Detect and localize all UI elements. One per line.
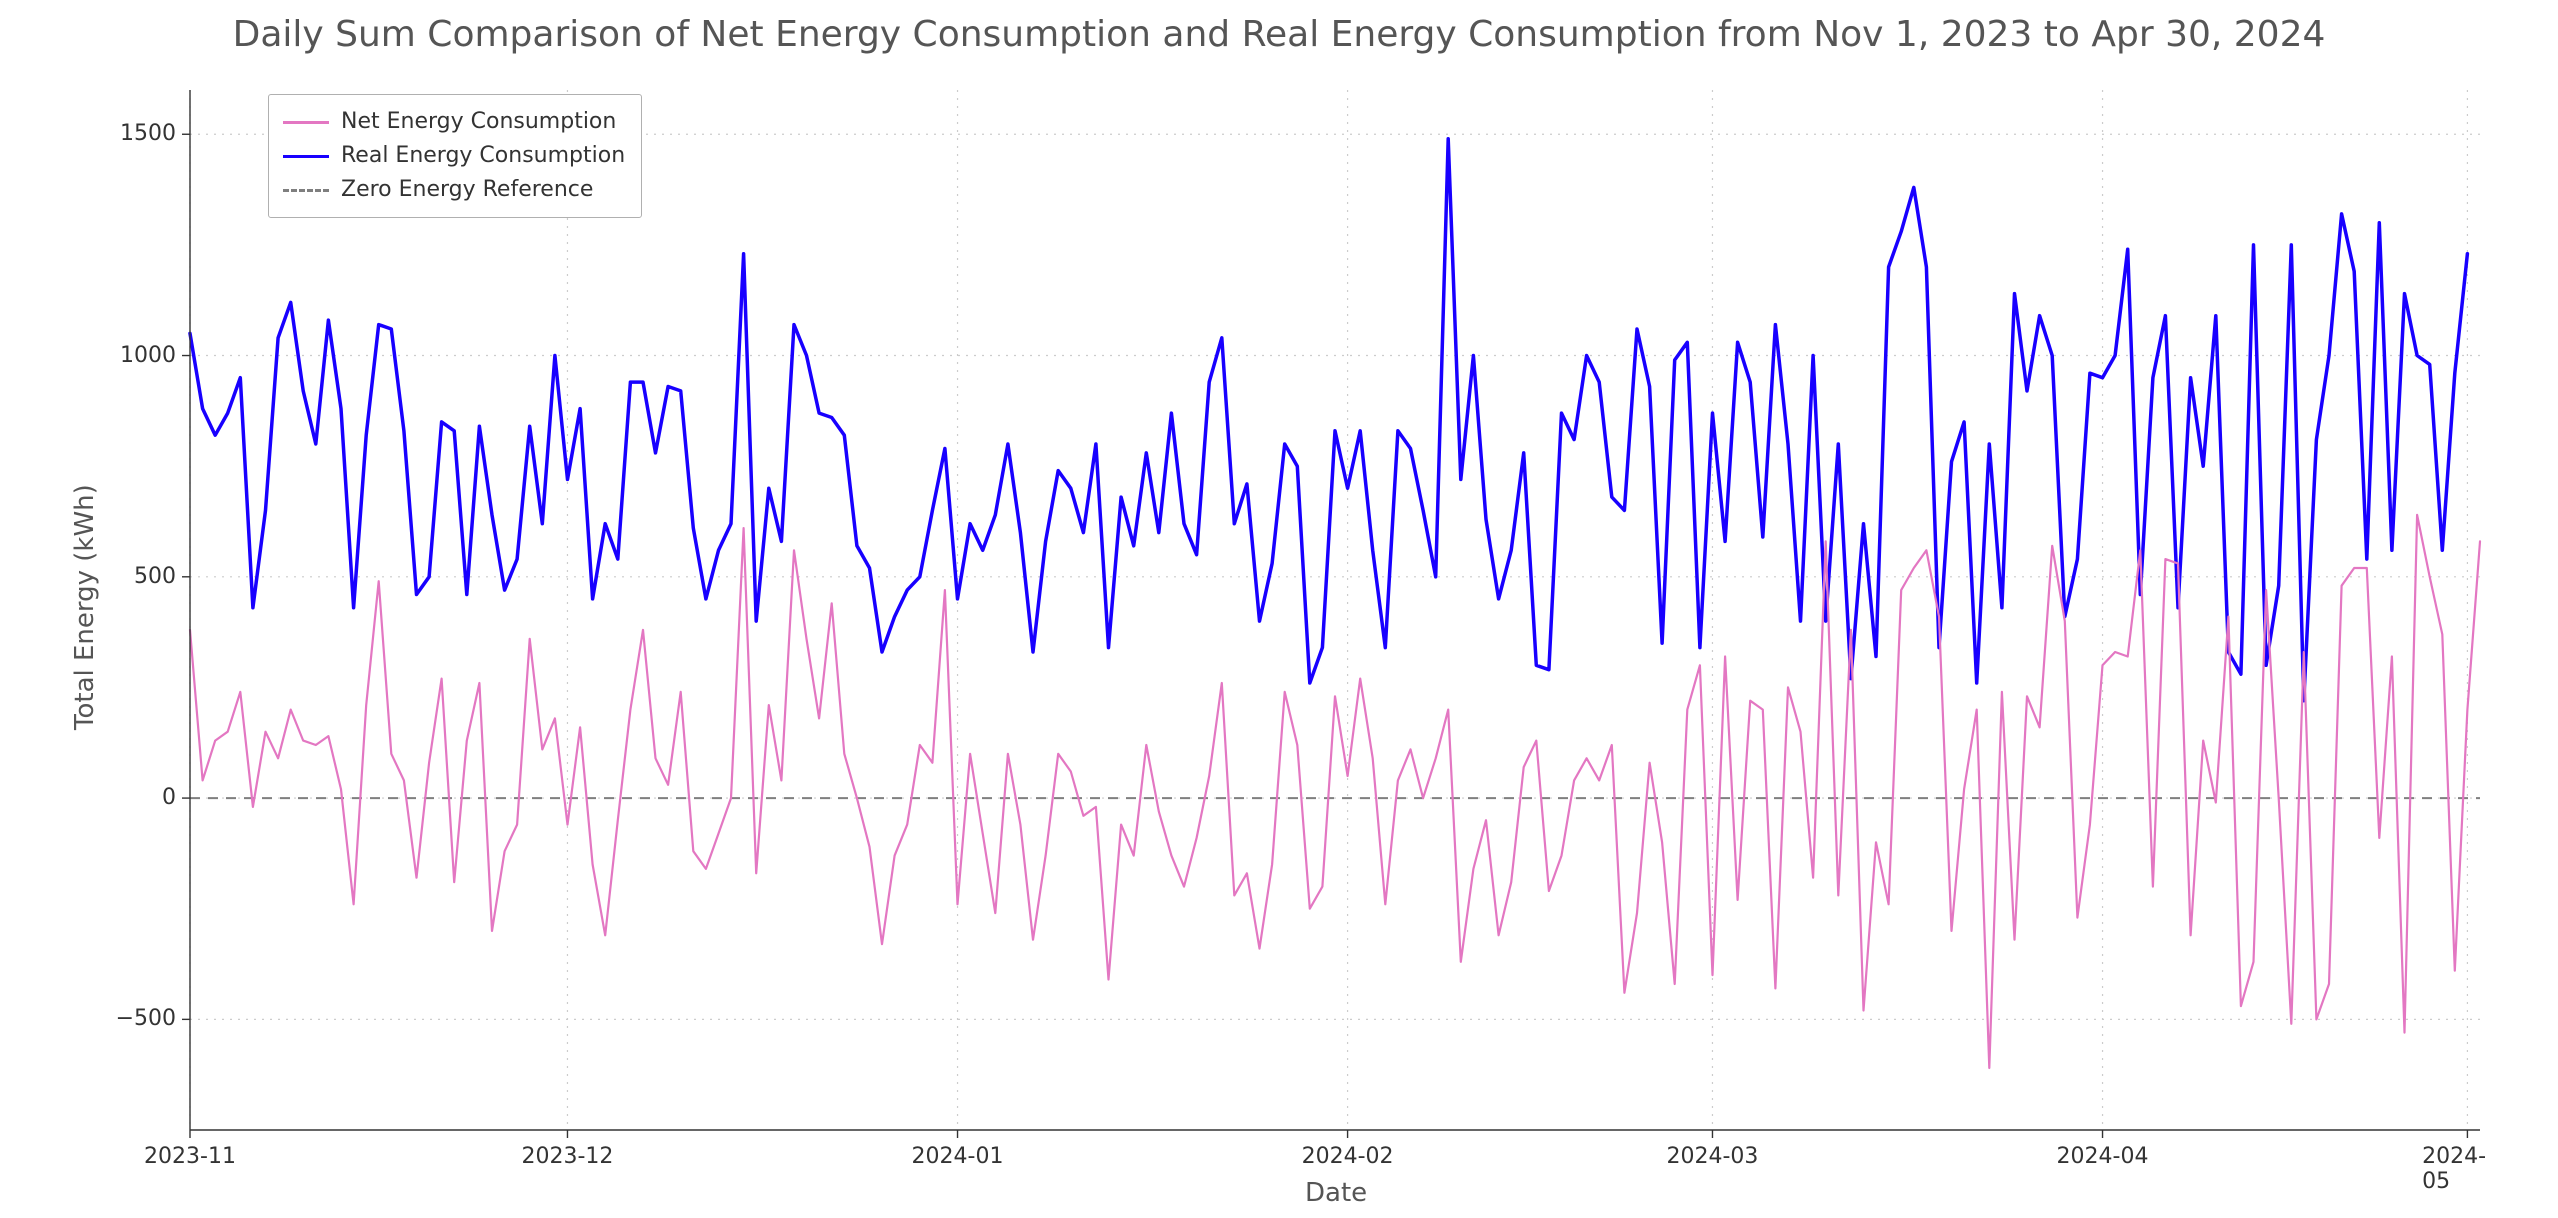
y-tick-label: 0 (162, 785, 176, 810)
x-tick-label: 2024-01 (912, 1144, 1004, 1169)
x-tick-label: 2024-03 (1667, 1144, 1759, 1169)
y-tick-label: −500 (116, 1006, 176, 1031)
legend-item: Zero Energy Reference (283, 173, 625, 207)
legend-label: Zero Energy Reference (341, 173, 593, 207)
y-tick-label: 1000 (120, 343, 176, 368)
legend-swatch (283, 121, 329, 124)
x-tick-label: 2023-12 (522, 1144, 614, 1169)
y-tick-label: 1500 (120, 121, 176, 146)
x-tick-label: 2024-02 (1302, 1144, 1394, 1169)
legend-item: Net Energy Consumption (283, 105, 625, 139)
legend-swatch (283, 189, 329, 192)
x-tick-label: 2024-05 (2422, 1144, 2513, 1194)
y-axis-label: Total Energy (kWh) (70, 484, 100, 730)
legend-item: Real Energy Consumption (283, 139, 625, 173)
legend-label: Real Energy Consumption (341, 139, 625, 173)
chart-container: Daily Sum Comparison of Net Energy Consu… (0, 0, 2558, 1218)
legend-swatch (283, 155, 329, 158)
x-tick-label: 2023-11 (144, 1144, 236, 1169)
legend-label: Net Energy Consumption (341, 105, 616, 139)
x-axis-label: Date (1305, 1178, 1367, 1208)
x-tick-label: 2024-04 (2057, 1144, 2149, 1169)
legend: Net Energy Consumption Real Energy Consu… (268, 94, 642, 218)
y-tick-label: 500 (134, 564, 176, 589)
